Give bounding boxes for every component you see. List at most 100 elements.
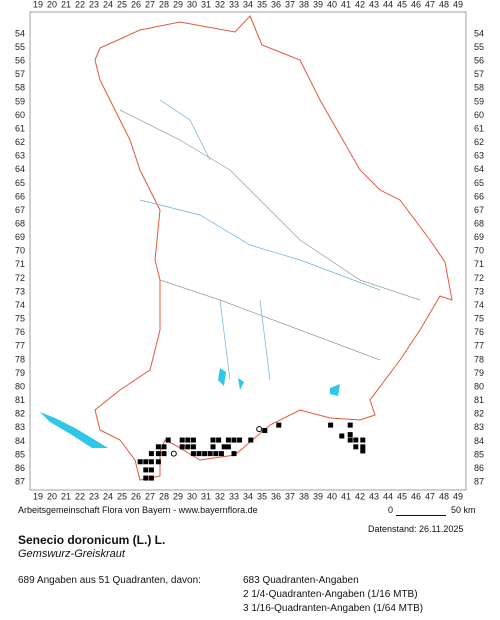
col-label: 38 bbox=[299, 0, 309, 9]
record bbox=[347, 422, 353, 428]
row-label: 65 bbox=[15, 178, 25, 188]
row-label: 63 bbox=[15, 151, 25, 161]
col-label: 39 bbox=[313, 0, 323, 9]
record bbox=[210, 437, 216, 443]
col-label: 47 bbox=[425, 0, 435, 9]
record bbox=[210, 444, 216, 450]
record bbox=[179, 437, 185, 443]
col-label: 42 bbox=[355, 0, 365, 9]
row-label: 77 bbox=[474, 341, 484, 351]
row-label: 75 bbox=[15, 314, 25, 324]
row-label: 83 bbox=[15, 422, 25, 432]
col-label: 46 bbox=[411, 0, 421, 9]
row-label: 71 bbox=[474, 259, 484, 269]
col-label: 49 bbox=[453, 491, 463, 501]
record bbox=[353, 437, 359, 443]
row-label: 87 bbox=[474, 477, 484, 487]
row-label: 59 bbox=[474, 96, 484, 106]
row-label: 57 bbox=[474, 69, 484, 79]
scale-bar bbox=[396, 515, 446, 516]
col-label: 26 bbox=[131, 491, 141, 501]
record bbox=[360, 448, 366, 454]
record bbox=[225, 437, 231, 443]
row-label: 72 bbox=[474, 273, 484, 283]
col-label: 26 bbox=[131, 0, 141, 9]
col-label: 41 bbox=[341, 0, 351, 9]
common-name: Gemswurz-Greiskraut bbox=[18, 548, 125, 560]
col-label: 32 bbox=[215, 0, 225, 9]
row-label: 81 bbox=[15, 395, 25, 405]
row-label: 67 bbox=[474, 205, 484, 215]
col-label: 39 bbox=[313, 491, 323, 501]
record bbox=[202, 451, 208, 457]
row-label: 69 bbox=[474, 232, 484, 242]
row-label: 86 bbox=[474, 463, 484, 473]
row-label: 55 bbox=[474, 42, 484, 52]
row-label: 57 bbox=[15, 69, 25, 79]
col-label: 46 bbox=[411, 491, 421, 501]
row-label: 65 bbox=[474, 178, 484, 188]
record bbox=[221, 444, 227, 450]
record bbox=[161, 451, 167, 457]
row-label: 54 bbox=[474, 28, 484, 38]
record bbox=[155, 444, 161, 450]
row-label: 63 bbox=[474, 151, 484, 161]
col-label: 40 bbox=[327, 491, 337, 501]
record bbox=[347, 437, 353, 443]
record bbox=[276, 422, 282, 428]
record bbox=[148, 467, 154, 473]
row-label: 84 bbox=[474, 436, 484, 446]
record bbox=[360, 437, 366, 443]
row-label: 87 bbox=[15, 477, 25, 487]
record bbox=[148, 459, 154, 465]
col-label: 41 bbox=[341, 491, 351, 501]
record bbox=[185, 437, 191, 443]
row-label: 61 bbox=[474, 123, 484, 133]
record bbox=[218, 451, 224, 457]
row-label: 66 bbox=[474, 191, 484, 201]
row-label: 75 bbox=[474, 314, 484, 324]
col-label: 31 bbox=[201, 0, 211, 9]
record bbox=[216, 437, 222, 443]
scale-end: 50 km bbox=[451, 505, 476, 515]
row-label: 74 bbox=[15, 300, 25, 310]
col-label: 31 bbox=[201, 491, 211, 501]
record bbox=[179, 444, 185, 450]
record bbox=[155, 459, 161, 465]
row-label: 78 bbox=[474, 354, 484, 364]
col-label: 49 bbox=[453, 0, 463, 9]
row-label: 56 bbox=[474, 56, 484, 66]
record-open bbox=[170, 450, 177, 457]
record bbox=[190, 444, 196, 450]
record bbox=[148, 475, 154, 481]
col-label: 22 bbox=[75, 491, 85, 501]
record-open bbox=[256, 426, 263, 433]
col-label: 27 bbox=[145, 0, 155, 9]
credit: Arbeitsgemeinschaft Flora von Bayern - w… bbox=[18, 505, 258, 515]
record bbox=[148, 451, 154, 457]
col-label: 48 bbox=[439, 491, 449, 501]
col-label: 32 bbox=[215, 491, 225, 501]
col-label: 35 bbox=[257, 0, 267, 9]
row-label: 55 bbox=[15, 42, 25, 52]
col-label: 29 bbox=[173, 0, 183, 9]
district-border bbox=[119, 109, 421, 361]
lake bbox=[218, 368, 340, 396]
row-label: 64 bbox=[15, 164, 25, 174]
species-name: Senecio doronicum (L.) L. bbox=[18, 533, 166, 547]
row-label: 54 bbox=[15, 28, 25, 38]
row-label: 62 bbox=[15, 137, 25, 147]
col-label: 37 bbox=[285, 0, 295, 9]
record bbox=[248, 437, 254, 443]
col-label: 38 bbox=[299, 491, 309, 501]
row-label: 67 bbox=[15, 205, 25, 215]
row-label: 61 bbox=[15, 123, 25, 133]
col-label: 30 bbox=[187, 0, 197, 9]
col-label: 28 bbox=[159, 0, 169, 9]
col-label: 34 bbox=[243, 491, 253, 501]
date: Datenstand: 26.11.2025 bbox=[368, 524, 464, 534]
col-label: 23 bbox=[89, 491, 99, 501]
col-label: 43 bbox=[369, 0, 379, 9]
col-label: 21 bbox=[61, 0, 71, 9]
row-label: 70 bbox=[474, 246, 484, 256]
